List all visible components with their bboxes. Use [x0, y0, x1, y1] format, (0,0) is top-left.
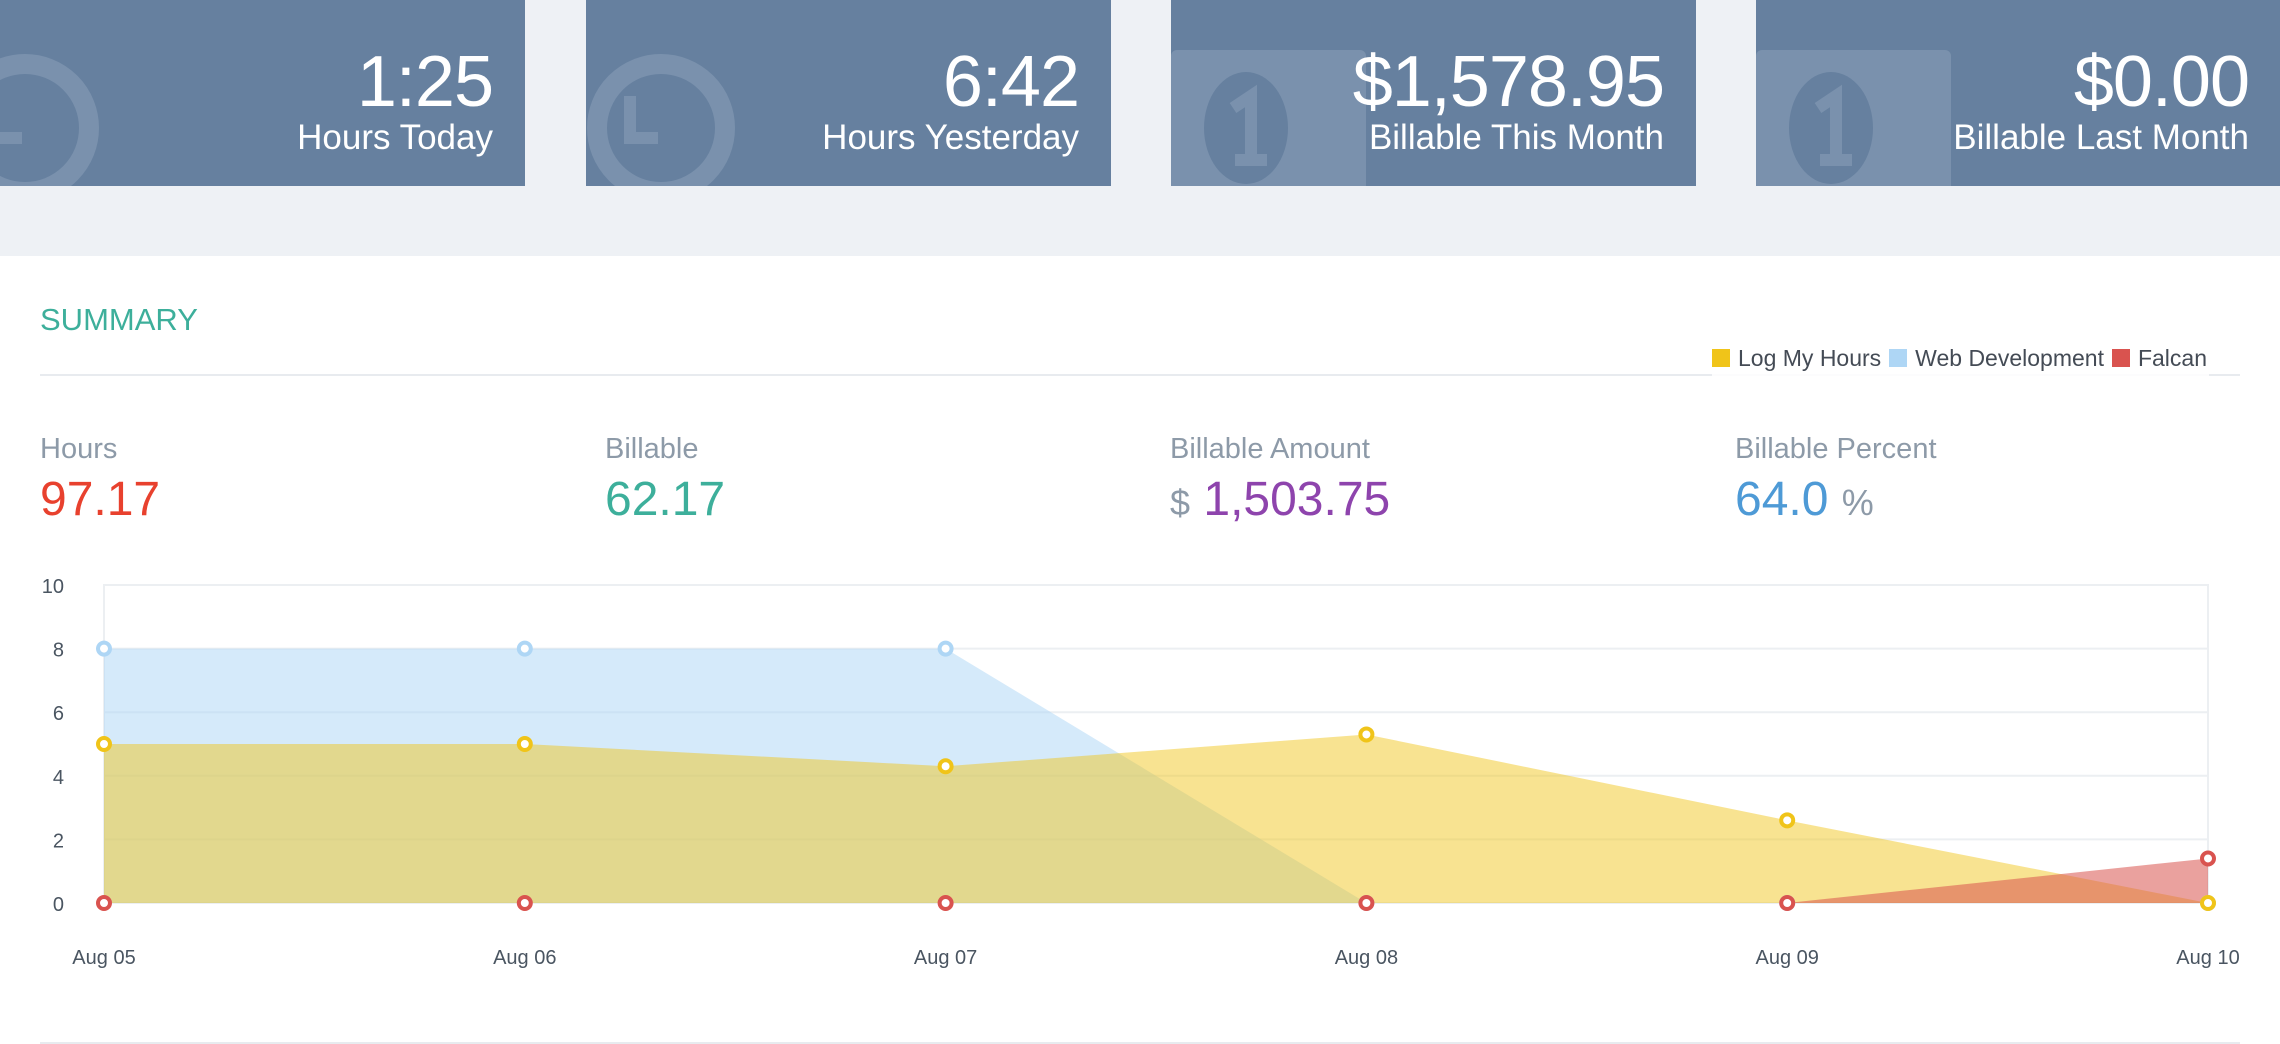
money-icon	[1756, 50, 1951, 186]
x-tick-label: Aug 05	[72, 947, 135, 969]
data-point	[516, 640, 533, 657]
data-point	[96, 640, 112, 657]
metric-value-row: 64.0 %	[1735, 472, 1937, 531]
legend-swatch	[2111, 349, 2130, 367]
data-point	[937, 895, 954, 911]
legend-item[interactable]: Web Development	[1889, 345, 2106, 372]
legend-item[interactable]: Falcan	[2111, 344, 2209, 372]
metric-value: 97.17	[40, 473, 161, 526]
stat-tiles: 1:25 Hours Today 6:42 Hours Yesterday $1…	[0, 0, 2280, 186]
metric-value-row: $ 1,503.75	[1170, 472, 1390, 531]
tile-value: $0.00	[2073, 42, 2250, 122]
x-tick-label: Aug 07	[914, 947, 977, 969]
metric-hours: Hours 97.17	[40, 432, 160, 528]
tile-label: Billable This Month	[1368, 118, 1664, 157]
y-tick-label: 6	[53, 703, 64, 725]
area-falcan	[104, 858, 2208, 903]
y-tick-label: 4	[53, 767, 64, 789]
currency-symbol: $	[1170, 482, 1191, 523]
metric-value: 1,503.75	[1203, 473, 1391, 526]
chart-legend: Log My Hours Web Development Falcan	[1712, 336, 2210, 380]
data-point	[96, 895, 112, 911]
legend-swatch	[1889, 349, 1908, 367]
legend-label: Web Development	[1915, 344, 2104, 371]
tile-label: Hours Yesterday	[822, 118, 1079, 157]
legend-swatch	[1712, 349, 1730, 367]
x-tick-label: Aug 09	[1756, 947, 1819, 969]
y-tick-label: 2	[53, 830, 64, 852]
data-point	[1358, 895, 1375, 911]
y-tick-label: 8	[53, 640, 64, 662]
tile-label: Billable Last Month	[1953, 118, 2249, 157]
tile-hours-today: 1:25 Hours Today	[0, 0, 525, 186]
legend-label: Falcan	[2137, 344, 2208, 371]
area-log-my-hours	[104, 734, 2208, 903]
metric-billable: Billable 62.17	[605, 432, 725, 528]
data-point	[1358, 726, 1375, 743]
tile-billable-last-month: $0.00 Billable Last Month	[1756, 0, 2280, 186]
clock-icon	[587, 54, 735, 186]
y-tick-label: 0	[53, 894, 64, 916]
clock-icon	[0, 54, 99, 186]
summary-panel: SUMMARY Hours 97.17 Billable 62.17 Billa…	[0, 256, 2280, 1044]
money-icon	[1171, 50, 1366, 186]
divider	[40, 374, 2240, 376]
metric-value: 62.17	[605, 473, 726, 526]
data-point	[516, 895, 533, 911]
x-tick-label: Aug 08	[1335, 947, 1398, 969]
data-point	[2200, 850, 2216, 867]
tile-label: Hours Today	[297, 118, 493, 157]
data-point	[1779, 895, 1796, 911]
legend-label: Log My Hours	[1738, 344, 1882, 371]
metric-label: Billable Percent	[1735, 433, 1937, 465]
summary-title: SUMMARY	[40, 302, 198, 337]
metric-billable-percent: Billable Percent 64.0 %	[1735, 432, 1937, 531]
tile-value: 6:42	[942, 42, 1080, 122]
tile-hours-yesterday: 6:42 Hours Yesterday	[586, 0, 1111, 186]
tile-billable-this-month: $1,578.95 Billable This Month	[1171, 0, 1696, 186]
x-tick-label: Aug 10	[2176, 947, 2239, 969]
x-tick-label: Aug 06	[493, 947, 556, 969]
y-tick-label: 10	[42, 576, 64, 598]
metric-label: Hours	[40, 433, 118, 465]
legend-item[interactable]: Log My Hours	[1712, 345, 1883, 372]
data-point	[937, 640, 954, 657]
tile-value: 1:25	[356, 42, 494, 122]
metric-value: 64.0	[1735, 473, 1829, 526]
area-web-development	[104, 648, 2208, 903]
metric-billable-amount: Billable Amount $ 1,503.75	[1170, 432, 1390, 531]
tile-value: $1,578.95	[1352, 42, 1665, 122]
data-point	[1779, 812, 1796, 829]
data-point	[516, 736, 533, 752]
metric-label: Billable	[605, 433, 699, 465]
data-point	[937, 758, 954, 775]
data-point	[2200, 895, 2216, 911]
percent-unit: %	[1841, 482, 1874, 523]
divider	[40, 1042, 2240, 1044]
data-point	[96, 736, 112, 752]
metric-label: Billable Amount	[1170, 433, 1370, 465]
